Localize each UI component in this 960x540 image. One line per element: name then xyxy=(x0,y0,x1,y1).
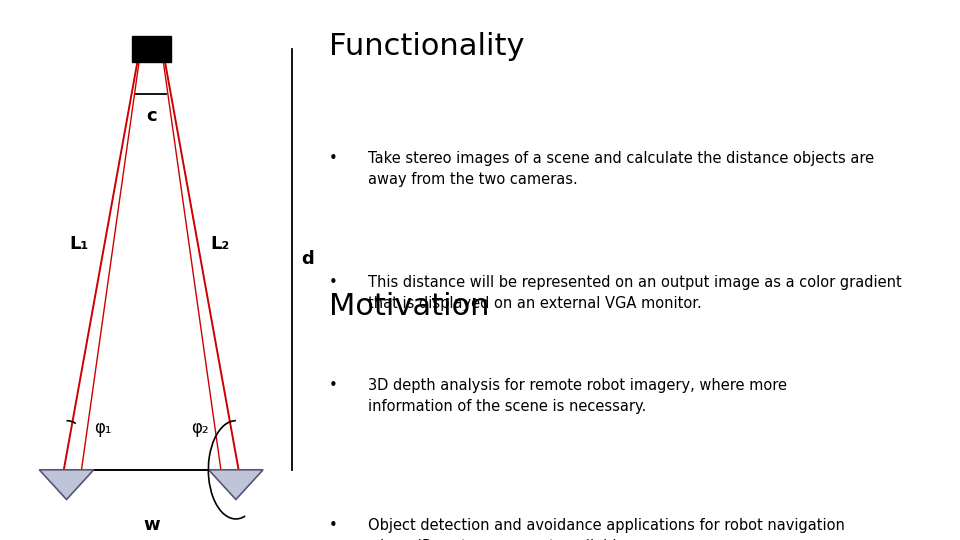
Text: d: d xyxy=(300,250,314,268)
Text: Object detection and avoidance applications for robot navigation
where IR system: Object detection and avoidance applicati… xyxy=(368,518,845,540)
Polygon shape xyxy=(39,470,94,500)
Text: Motivation: Motivation xyxy=(328,292,490,321)
Bar xyxy=(132,36,171,62)
Text: L₂: L₂ xyxy=(210,235,229,253)
Text: •: • xyxy=(328,378,338,393)
Text: Take stereo images of a scene and calculate the distance objects are
away from t: Take stereo images of a scene and calcul… xyxy=(368,151,875,187)
Text: φ₁: φ₁ xyxy=(94,420,111,437)
Text: L₁: L₁ xyxy=(70,235,89,253)
Text: w: w xyxy=(143,516,159,534)
Polygon shape xyxy=(208,470,263,500)
Text: •: • xyxy=(328,518,338,534)
Text: •: • xyxy=(328,151,338,166)
Text: Functionality: Functionality xyxy=(328,32,524,62)
Text: •: • xyxy=(328,275,338,291)
Text: 3D depth analysis for remote robot imagery, where more
information of the scene : 3D depth analysis for remote robot image… xyxy=(368,378,787,414)
Text: φ₂: φ₂ xyxy=(191,420,208,437)
Text: c: c xyxy=(146,107,156,125)
Text: This distance will be represented on an output image as a color gradient
that is: This distance will be represented on an … xyxy=(368,275,901,312)
